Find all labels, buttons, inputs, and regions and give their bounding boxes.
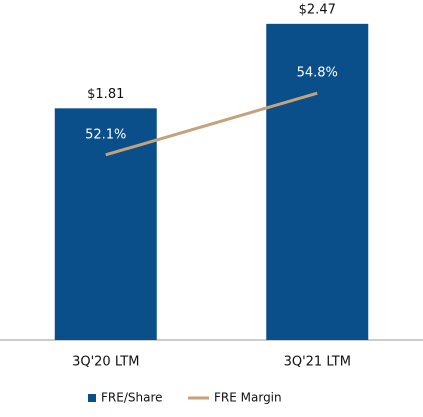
bar-value-label: $2.47: [299, 2, 336, 17]
line-value-label: 54.8%: [297, 66, 338, 81]
x-tick-label: 3Q'20 LTM: [72, 355, 139, 370]
line: [105, 91, 318, 157]
x-tick-label: 3Q'21 LTM: [284, 355, 351, 370]
bar-value-label: $1.81: [87, 87, 124, 102]
bar: [54, 108, 157, 340]
legend-swatch: [88, 394, 96, 402]
bar: [266, 23, 369, 341]
legend-label: FRE Margin: [214, 391, 282, 405]
legend-label: FRE/Share: [101, 391, 163, 405]
line-value-label: 52.1%: [85, 127, 126, 142]
